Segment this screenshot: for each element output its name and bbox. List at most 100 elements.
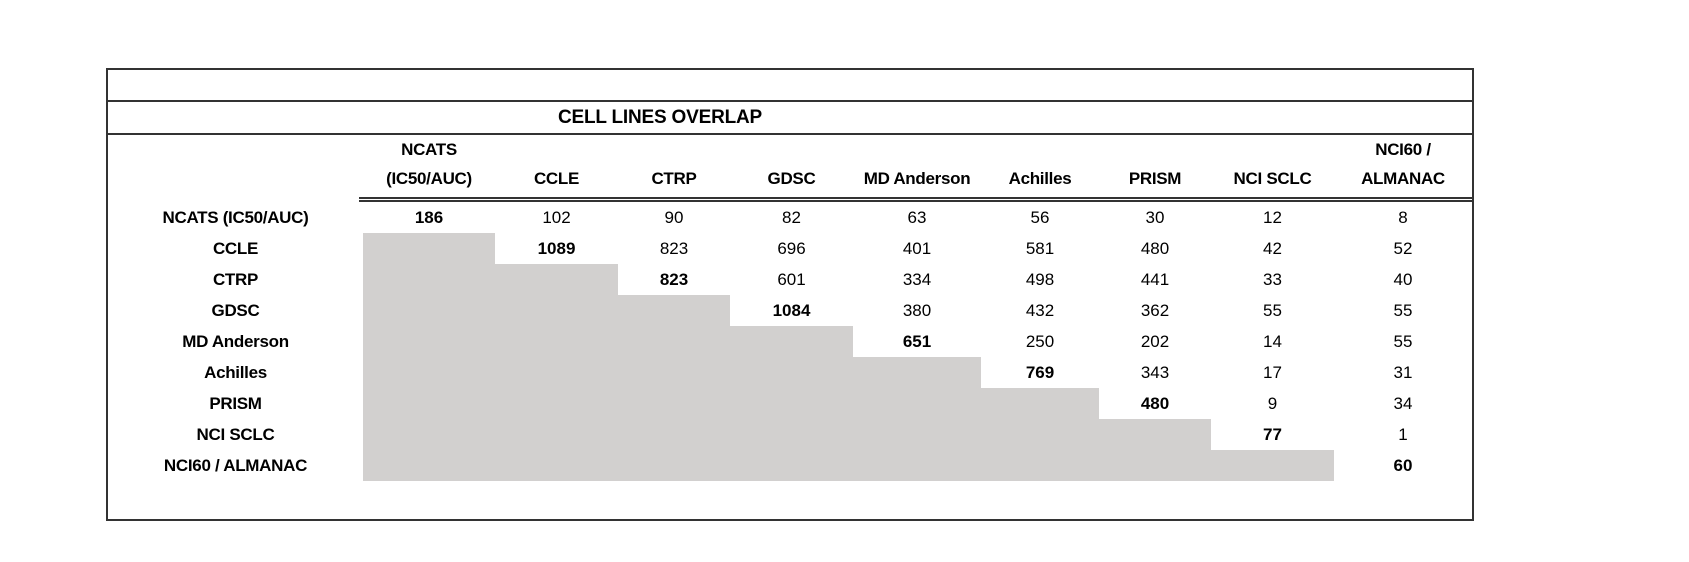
matrix-cell: 696: [777, 238, 806, 258]
table-row: PRISM 480 9 34: [108, 388, 1472, 419]
shaded-cell: [495, 388, 618, 419]
shaded-cell: [853, 419, 981, 450]
shaded-cell: [495, 326, 618, 357]
table-row: CTRP 823 601 334 498 441 33 40: [108, 264, 1472, 295]
matrix-cell: 343: [1140, 362, 1170, 382]
shaded-cell: [853, 357, 981, 388]
matrix-cell: 90: [664, 207, 684, 227]
shaded-cell: [618, 388, 730, 419]
matrix-body: NCATS (IC50/AUC) 186 102 90 82 63 56 30 12 8 CCLE 1…: [108, 202, 1472, 481]
shaded-cell: [981, 450, 1099, 481]
matrix-cell: 581: [1025, 238, 1055, 258]
matrix-cell: 17: [1263, 362, 1282, 382]
table-row: NCATS (IC50/AUC) 186 102 90 82 63 56 30 12 8: [108, 202, 1472, 233]
shaded-cell: [363, 264, 495, 295]
shaded-cell: [363, 295, 495, 326]
table-row: GDSC 1084 380 432 362 55 55: [108, 295, 1472, 326]
shaded-cell: [1099, 419, 1211, 450]
shaded-cell: [730, 388, 853, 419]
diagonal-cell: 769: [1025, 362, 1055, 382]
spacer-row: [108, 70, 1472, 102]
matrix-cell: 1: [1398, 424, 1408, 444]
shaded-cell: [363, 388, 495, 419]
shaded-cell: [495, 264, 618, 295]
shaded-cell: [363, 357, 495, 388]
column-header-ncats: NCATS (IC50/AUC): [386, 140, 472, 188]
matrix-cell: 14: [1263, 331, 1282, 351]
diagonal-cell: 480: [1140, 393, 1170, 413]
matrix-cell: 33: [1263, 269, 1282, 289]
row-label: NCI SCLC: [196, 424, 275, 444]
shaded-cell: [618, 357, 730, 388]
shaded-cell: [363, 419, 495, 450]
shaded-cell: [730, 419, 853, 450]
table-row: NCI60 / ALMANAC 60: [108, 450, 1472, 481]
matrix-cell: 601: [777, 269, 806, 289]
shaded-cell: [363, 450, 495, 481]
matrix-cell: 480: [1140, 238, 1170, 258]
shaded-cell: [495, 419, 618, 450]
shaded-cell: [730, 357, 853, 388]
matrix-cell: 362: [1140, 300, 1170, 320]
row-label: Achilles: [204, 362, 267, 382]
matrix-cell: 31: [1393, 362, 1413, 382]
shaded-cell: [495, 450, 618, 481]
shaded-cell: [495, 357, 618, 388]
diagonal-cell: 823: [659, 269, 689, 289]
table-title-row: CELL LINES OVERLAP: [108, 102, 1472, 135]
shaded-cell: [1211, 450, 1334, 481]
diagonal-cell: 186: [414, 207, 444, 227]
diagonal-cell: 60: [1393, 455, 1413, 475]
matrix-cell: 202: [1140, 331, 1170, 351]
matrix-cell: 250: [1025, 331, 1055, 351]
matrix-cell: 52: [1393, 238, 1413, 258]
table-row: MD Anderson 651 250 202 14 55: [108, 326, 1472, 357]
cell-lines-overlap-table: CELL LINES OVERLAP NCATS (IC50/AUC) CCLE…: [106, 68, 1474, 521]
shaded-cell: [495, 295, 618, 326]
matrix-cell: 12: [1263, 207, 1282, 227]
column-header-prism: PRISM: [1128, 169, 1182, 188]
matrix-cell: 401: [902, 238, 932, 258]
shaded-cell: [730, 450, 853, 481]
bottom-spacer: [108, 481, 1472, 519]
shaded-cell: [618, 326, 730, 357]
row-label: CTRP: [212, 269, 259, 289]
matrix-cell: 55: [1263, 300, 1282, 320]
shaded-cell: [853, 450, 981, 481]
shaded-cell: [853, 388, 981, 419]
table-title: CELL LINES OVERLAP: [557, 106, 763, 128]
table-row: CCLE 1089 823 696 401 581 480 42 52: [108, 233, 1472, 264]
table-row: Achilles 769 343 17 31: [108, 357, 1472, 388]
matrix-cell: 9: [1267, 393, 1278, 413]
matrix-cell: 56: [1030, 207, 1050, 227]
matrix-cell: 441: [1140, 269, 1170, 289]
shaded-cell: [363, 326, 495, 357]
matrix-cell: 34: [1393, 393, 1413, 413]
diagonal-cell: 1084: [772, 300, 811, 320]
matrix-cell: 30: [1145, 207, 1165, 227]
row-label: NCATS (IC50/AUC): [162, 207, 309, 227]
matrix-cell: 8: [1398, 207, 1408, 227]
column-header-md-anderson: MD Anderson: [863, 169, 971, 188]
column-header-nci60-almanac: NCI60 / ALMANAC: [1361, 140, 1445, 188]
matrix-cell: 432: [1025, 300, 1055, 320]
matrix-cell: 82: [782, 207, 801, 227]
matrix-cell: 55: [1393, 300, 1413, 320]
row-label: MD Anderson: [182, 331, 289, 351]
shaded-cell: [618, 295, 730, 326]
column-header-achilles: Achilles: [1008, 169, 1072, 188]
diagonal-cell: 1089: [537, 238, 576, 258]
header-row: NCATS (IC50/AUC) CCLE CTRP GDSC MD Ander…: [108, 135, 1472, 197]
column-header-nci-sclc: NCI SCLC: [1233, 169, 1312, 188]
matrix-cell: 42: [1263, 238, 1282, 258]
shaded-cell: [981, 419, 1099, 450]
matrix-cell: 498: [1025, 269, 1055, 289]
shaded-cell: [730, 326, 853, 357]
row-label: GDSC: [211, 300, 260, 320]
shaded-cell: [981, 388, 1099, 419]
matrix-cell: 63: [907, 207, 927, 227]
matrix-cell: 380: [902, 300, 932, 320]
diagonal-cell: 651: [902, 331, 932, 351]
shaded-cell: [363, 233, 495, 264]
